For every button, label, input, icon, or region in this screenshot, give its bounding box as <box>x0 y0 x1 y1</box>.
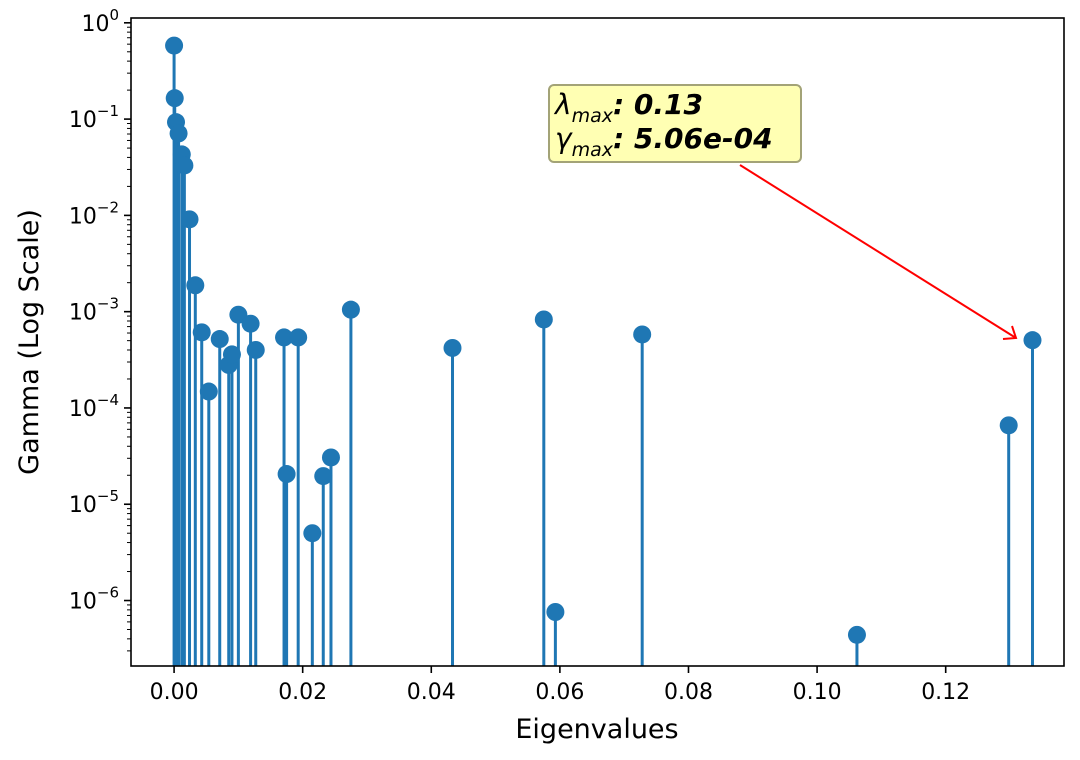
x-tick-label: 0.10 <box>793 680 842 705</box>
stem-marker <box>169 124 188 143</box>
stem-marker <box>222 345 241 364</box>
x-tick-label: 0.08 <box>664 680 713 705</box>
x-tick-label: 0.04 <box>407 680 456 705</box>
y-tick-label: 10−6 <box>69 584 119 615</box>
annotation-line-gamma: γmax: 5.06e-04 <box>555 122 773 161</box>
stem-marker <box>321 448 340 467</box>
stem-marker <box>175 156 194 175</box>
stem-marker <box>847 625 866 644</box>
x-tick-label: 0.00 <box>150 680 199 705</box>
stem-marker <box>165 36 184 55</box>
stem-marker <box>999 416 1018 435</box>
annotation-line-lambda: λmax: 0.13 <box>553 88 703 127</box>
gamma-symbol: γ <box>555 122 573 155</box>
y-tick-label: 10−3 <box>69 295 119 326</box>
y-tick-label: 10−5 <box>69 487 119 518</box>
y-axis-label: Gamma (Log Scale) <box>14 209 45 475</box>
gamma-value: : 5.06e-04 <box>613 122 773 155</box>
x-axis-label: Eigenvalues <box>515 714 678 745</box>
plot-frame <box>130 17 1065 667</box>
stem-marker <box>199 382 218 401</box>
stem-marker <box>192 323 211 342</box>
lambda-value: : 0.13 <box>613 88 703 121</box>
y-tick-label: 10−2 <box>69 198 119 229</box>
annotation-arrow <box>739 164 1017 339</box>
max-annotation: λmax: 0.13 γmax: 5.06e-04 <box>548 84 1018 340</box>
stem-marker <box>246 340 265 359</box>
stem-marker <box>241 314 260 333</box>
y-tick-label: 10−4 <box>69 391 119 422</box>
lambda-symbol: λ <box>553 88 572 121</box>
y-axis: 100 10−1 10−2 10−3 10−4 10−5 10−6 <box>69 6 131 652</box>
x-tick-label: 0.02 <box>278 680 327 705</box>
stem-marker <box>546 603 565 622</box>
y-tick-label: 100 <box>81 6 119 37</box>
y-tick-label: 10−1 <box>69 102 119 133</box>
stem-marker <box>180 210 199 229</box>
stem-marker <box>1023 331 1042 350</box>
stem-marker <box>534 310 553 329</box>
markers-layer <box>165 36 1042 644</box>
stem-marker <box>210 330 229 349</box>
gamma-subscript: max <box>572 139 614 161</box>
x-axis: 0.00 0.02 0.04 0.06 0.08 0.10 0.12 <box>150 666 970 705</box>
x-tick-label: 0.06 <box>535 680 584 705</box>
stem-marker <box>277 465 296 484</box>
stem-marker <box>165 89 184 108</box>
stem-marker <box>289 328 308 347</box>
stems-layer <box>172 45 1034 666</box>
annotation-box <box>548 84 802 163</box>
stem-marker <box>633 325 652 344</box>
x-tick-label: 0.12 <box>921 680 970 705</box>
stem-marker <box>275 328 294 347</box>
annotation-arrow-head <box>1002 325 1018 340</box>
stem-marker <box>341 300 360 319</box>
stem-marker <box>303 524 322 543</box>
stem-marker <box>443 338 462 357</box>
stem-marker <box>186 276 205 295</box>
lambda-subscript: max <box>572 105 614 127</box>
stem-marker <box>314 467 333 486</box>
